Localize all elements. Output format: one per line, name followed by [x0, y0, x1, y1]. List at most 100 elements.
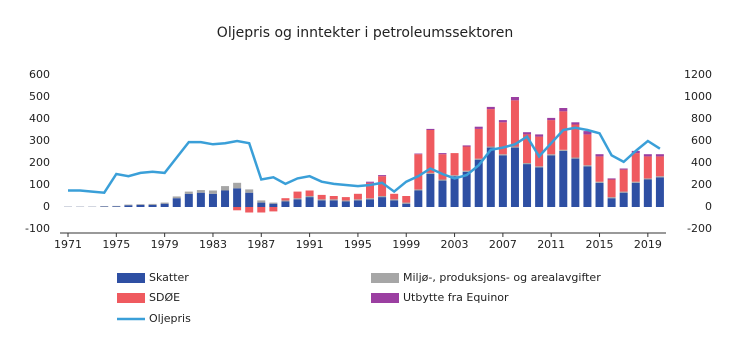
bar	[596, 154, 604, 156]
bar	[354, 200, 362, 207]
bar	[499, 155, 507, 207]
bar	[378, 197, 386, 207]
legend-swatch	[371, 293, 399, 303]
bar	[402, 203, 410, 204]
bar	[583, 134, 591, 165]
bar	[596, 156, 604, 181]
bar	[451, 153, 459, 175]
bar	[197, 190, 205, 193]
bar	[644, 180, 652, 208]
bar	[487, 107, 495, 109]
y-tick-label: -100	[25, 222, 50, 235]
bar	[366, 198, 374, 199]
x-tick-label: 2011	[537, 238, 565, 251]
bar	[438, 153, 446, 154]
bar	[475, 129, 483, 159]
bar	[426, 129, 434, 130]
bar	[414, 189, 422, 190]
bar	[608, 180, 616, 198]
legend-swatch	[117, 273, 145, 283]
y-tick-label: 200	[29, 156, 50, 169]
bar	[535, 166, 543, 167]
bar	[451, 176, 459, 207]
x-tick-label: 1987	[247, 238, 275, 251]
bar	[583, 166, 591, 207]
bar	[402, 204, 410, 207]
bar	[233, 183, 241, 189]
bar	[438, 181, 446, 207]
bar	[426, 173, 434, 174]
legend-label: Oljepris	[149, 312, 191, 325]
bar	[294, 198, 302, 199]
bar	[475, 127, 483, 129]
bar	[547, 154, 555, 155]
bar	[632, 153, 640, 182]
x-tick-label: 2019	[634, 238, 662, 251]
x-tick-label: 1979	[151, 238, 179, 251]
bar	[523, 163, 531, 164]
bar	[306, 196, 314, 197]
legend-label: Miljø-, produksjons- og arealavgifter	[403, 271, 601, 284]
bar	[571, 122, 579, 124]
bar	[499, 122, 507, 154]
bar	[402, 196, 410, 203]
bar	[632, 182, 640, 183]
bar	[632, 183, 640, 207]
y-tick-label: 300	[29, 134, 50, 147]
bar	[257, 207, 265, 213]
x-tick-label: 1991	[296, 238, 324, 251]
bar	[547, 120, 555, 154]
bar	[644, 156, 652, 178]
chart-title: Oljepris og inntekter i petroleumssektor…	[217, 25, 513, 41]
bar	[451, 175, 459, 176]
y2-tick-label: 400	[691, 156, 712, 169]
bar	[559, 151, 567, 207]
x-tick-label: 1971	[54, 238, 82, 251]
bar	[245, 207, 253, 213]
bar	[644, 178, 652, 179]
x-tick-label: 1975	[102, 238, 130, 251]
y2-tick-label: 600	[691, 134, 712, 147]
bar	[438, 180, 446, 181]
bar	[620, 170, 628, 192]
y-tick-label: 500	[29, 90, 50, 103]
bar	[318, 195, 326, 199]
bar	[209, 194, 217, 207]
bar	[281, 198, 289, 200]
bar	[487, 147, 495, 148]
bar	[535, 167, 543, 207]
bar	[124, 205, 132, 206]
bar	[330, 200, 338, 207]
bar	[136, 205, 144, 207]
bar	[656, 177, 664, 207]
y2-tick-label: 800	[691, 112, 712, 125]
bar	[378, 196, 386, 197]
bar	[559, 150, 567, 151]
bar	[354, 199, 362, 200]
y2-tick-label: 200	[691, 178, 712, 191]
bar	[161, 203, 169, 204]
bar	[245, 189, 253, 192]
bar	[173, 196, 181, 198]
y-tick-label: 0	[43, 200, 50, 213]
bar	[656, 154, 664, 156]
bar	[390, 194, 398, 200]
bar	[608, 178, 616, 179]
bar	[620, 169, 628, 170]
bar	[378, 175, 386, 176]
x-tick-label: 2015	[586, 238, 614, 251]
y2-tick-label: 1200	[684, 68, 712, 81]
y2-tick-label: 1000	[684, 90, 712, 103]
x-tick-label: 1983	[199, 238, 227, 251]
bar	[306, 197, 314, 207]
bar	[185, 194, 193, 207]
bar	[354, 194, 362, 200]
bar	[366, 199, 374, 207]
y-tick-label: 400	[29, 112, 50, 125]
bar	[294, 199, 302, 207]
bar	[221, 191, 229, 208]
y-tick-label: 600	[29, 68, 50, 81]
x-tick-label: 1999	[392, 238, 420, 251]
bar	[499, 120, 507, 122]
